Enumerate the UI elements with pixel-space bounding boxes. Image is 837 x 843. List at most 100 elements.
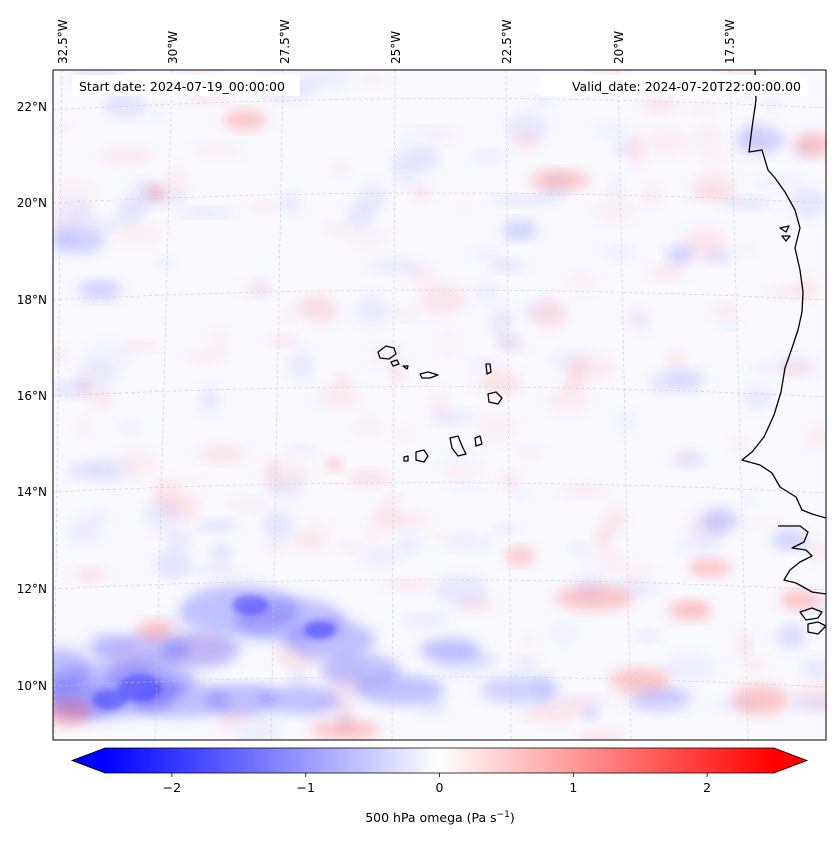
omega-anomaly-patch [366, 258, 423, 274]
omega-anomaly-patch [667, 349, 685, 369]
colorbar: −2 −1 0 1 2 500 hPa omega (Pa s−1) [70, 747, 809, 825]
omega-anomaly-patch [487, 259, 526, 273]
gridline-lon-27-5w [270, 70, 284, 740]
island-sao-nicolau [419, 371, 439, 379]
omega-anomaly-patch [530, 96, 555, 107]
island-fogo [415, 449, 429, 463]
omega-anomaly-patch [521, 633, 537, 651]
omega-anomaly-patch [338, 540, 360, 553]
omega-anomaly-patch [92, 218, 122, 231]
omega-anomaly-patch [693, 122, 723, 155]
omega-anomaly-patch [664, 653, 718, 683]
valid-date-background [540, 75, 808, 96]
omega-anomaly-patch [92, 690, 128, 710]
omega-anomaly-patch [434, 575, 489, 607]
omega-anomaly-patch [441, 534, 498, 551]
omega-anomaly-patch [801, 659, 826, 677]
omega-anomaly-patch [530, 170, 590, 190]
longitude-labels: 32.5°W 30°W 27.5°W 25°W 22.5°W 20°W 17.5… [56, 19, 737, 64]
island-santiago [449, 435, 467, 457]
omega-anomaly-patch [224, 497, 271, 513]
omega-anomaly-patch [613, 139, 633, 157]
colorbar-tick-label: 2 [703, 780, 711, 795]
colorbar-ticks: −2 −1 0 1 2 [163, 773, 711, 795]
omega-anomaly-patch [609, 174, 623, 198]
omega-anomaly-patch [53, 213, 85, 230]
omega-anomaly-patch [349, 415, 385, 440]
omega-anomaly-patch [232, 595, 268, 615]
omega-anomaly-patch [420, 697, 447, 717]
lon-label-20w: 20°W [612, 31, 626, 64]
omega-anomaly-patch [290, 535, 323, 551]
omega-anomaly-patch [721, 197, 774, 211]
omega-anomaly-patch [557, 483, 609, 498]
omega-anomaly-patch [514, 656, 539, 669]
omega-anomaly-patch [198, 386, 222, 415]
coastline-banc-arguin [779, 225, 791, 242]
omega-anomaly-patch [610, 668, 670, 692]
omega-anomaly-patch [532, 700, 580, 725]
omega-anomaly-patch [568, 693, 604, 714]
omega-anomaly-patch [520, 710, 538, 722]
omega-anomaly-patch [646, 265, 688, 280]
omega-anomaly-patch [280, 191, 302, 215]
omega-anomaly-patch [498, 470, 521, 489]
omega-anomaly-patch [456, 193, 471, 218]
omega-anomaly-patch [394, 426, 410, 441]
valid-date-box: Valid_date: 2024-07-20T22:00:00.00 [540, 75, 808, 96]
omega-anomaly-patch [332, 161, 349, 176]
omega-anomaly-patch [604, 504, 627, 536]
omega-anomaly-patch [262, 509, 293, 541]
omega-anomaly-patch [223, 110, 267, 130]
cape-verde-islands [377, 345, 503, 463]
omega-anomaly-patch [392, 511, 429, 529]
valid-date-label: Valid_date: 2024-07-20T22:00:00.00 [572, 79, 801, 94]
colorbar-tick-label: 0 [436, 780, 444, 795]
island-sal [485, 363, 492, 375]
omega-anomaly-patch [149, 527, 178, 539]
gridline-lon-32-5w [53, 70, 63, 740]
omega-anomaly-patch [302, 296, 339, 325]
omega-anomaly-patch [735, 126, 785, 154]
omega-anomaly-patch [692, 169, 735, 200]
omega-anomaly-patch [299, 70, 351, 92]
omega-anomaly-patch [117, 449, 156, 477]
omega-anomaly-patch [795, 133, 826, 157]
lat-label-20n: 20°N [17, 196, 47, 210]
omega-anomaly-patch [90, 388, 114, 410]
omega-anomaly-patch [592, 122, 632, 138]
omega-anomaly-patch [564, 374, 580, 390]
omega-anomaly-patch [469, 358, 496, 372]
omega-anomaly-patch [741, 386, 776, 411]
colorbar-title-exponent: −1 [497, 810, 510, 820]
omega-anomaly-patch [390, 154, 419, 179]
omega-anomaly-patch [761, 98, 782, 112]
omega-anomaly-patch [772, 530, 808, 550]
omega-anomaly-patch [490, 195, 547, 206]
omega-anomaly-patch [382, 579, 434, 591]
omega-anomaly-patch [473, 247, 504, 260]
gridline-lon-25w [391, 70, 396, 740]
gridline-lat-22n [53, 98, 826, 111]
omega-anomaly-patch [673, 452, 706, 468]
omega-anomaly-patch [265, 475, 303, 501]
omega-anomaly-patch [53, 122, 78, 134]
omega-anomaly-patch [617, 410, 636, 435]
omega-anomaly-patch [502, 220, 538, 240]
omega-anomaly-patch [260, 686, 340, 714]
island-sao-vicente [390, 359, 400, 367]
omega-anomaly-patch [666, 246, 694, 264]
coastline-gambia-guinea [778, 525, 826, 595]
map-panel: Start date: 2024-07-19_00:00:00 Valid_da… [52, 69, 827, 741]
omega-anomaly-patch [737, 517, 785, 528]
omega-anomaly-patch [648, 371, 701, 394]
omega-anomaly-patch [398, 131, 418, 161]
omega-anomaly-patch [114, 419, 145, 435]
omega-anomaly-patch [739, 490, 758, 507]
omega-anomaly-patch [396, 179, 416, 191]
omega-anomaly-patch [740, 242, 756, 255]
omega-anomaly-patch [64, 462, 120, 479]
omega-anomaly-patch [205, 685, 275, 715]
omega-anomaly-patch [590, 196, 638, 223]
gridline-lat-20n [53, 192, 826, 204]
